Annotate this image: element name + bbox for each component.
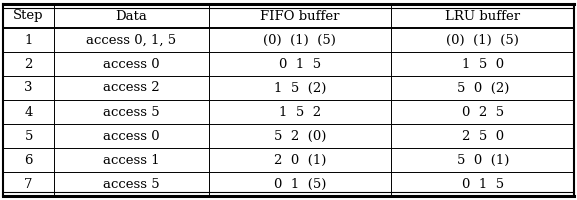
Text: 2  5  0: 2 5 0 [462,130,504,142]
Text: 0  2  5: 0 2 5 [462,106,504,118]
Text: access 2: access 2 [103,81,160,94]
Text: 4: 4 [24,106,33,118]
Text: 7: 7 [24,178,33,190]
Text: FIFO buffer: FIFO buffer [260,9,340,22]
Text: 5: 5 [24,130,33,142]
Text: access 0: access 0 [103,58,160,71]
Text: 1  5  (2): 1 5 (2) [273,81,326,94]
Text: 1  5  2: 1 5 2 [279,106,321,118]
Text: 2  0  (1): 2 0 (1) [273,154,326,166]
Text: 3: 3 [24,81,33,94]
Text: 6: 6 [24,154,33,166]
Text: access 0: access 0 [103,130,160,142]
Text: access 0, 1, 5: access 0, 1, 5 [87,33,177,46]
Text: 5  2  (0): 5 2 (0) [273,130,326,142]
Text: 5  0  (1): 5 0 (1) [456,154,509,166]
Text: Data: Data [115,9,147,22]
Text: 1  5  0: 1 5 0 [462,58,504,71]
Text: access 5: access 5 [103,178,160,190]
Text: Step: Step [13,9,44,22]
Text: (0)  (1)  (5): (0) (1) (5) [446,33,519,46]
Text: 0  1  5: 0 1 5 [462,178,504,190]
Text: LRU buffer: LRU buffer [445,9,520,22]
Text: access 5: access 5 [103,106,160,118]
Text: access 1: access 1 [103,154,160,166]
Text: 1: 1 [24,33,33,46]
Text: 5  0  (2): 5 0 (2) [456,81,509,94]
Text: 0  1  (5): 0 1 (5) [273,178,326,190]
Text: 0  1  5: 0 1 5 [279,58,321,71]
Text: 2: 2 [24,58,33,71]
Text: (0)  (1)  (5): (0) (1) (5) [264,33,336,46]
